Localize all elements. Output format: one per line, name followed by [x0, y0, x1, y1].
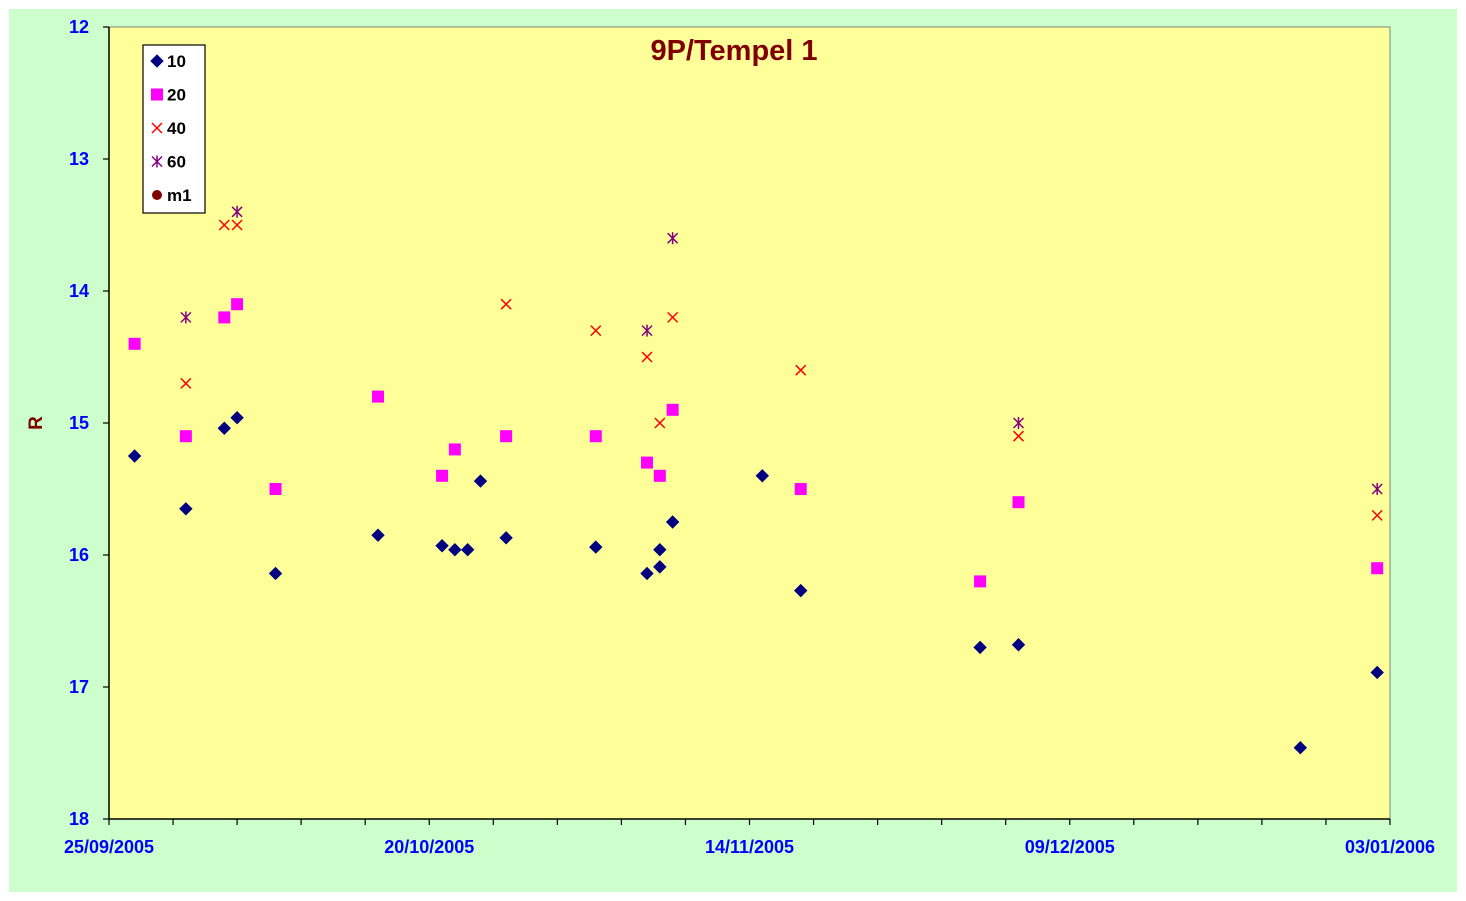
data-point	[1012, 496, 1025, 509]
legend-label: 40	[167, 119, 186, 138]
y-tick-label: 14	[69, 281, 89, 301]
data-point	[641, 324, 653, 337]
series-20	[128, 298, 1384, 588]
data-point	[1011, 638, 1026, 652]
data-point	[448, 543, 462, 557]
legend-box	[142, 44, 206, 214]
chart-title: 9P/Tempel 1	[650, 35, 817, 67]
data-point	[1370, 665, 1384, 680]
data-point	[269, 483, 282, 495]
data-point	[460, 543, 475, 557]
data-point	[436, 469, 449, 482]
data-point	[499, 531, 513, 545]
series-10	[127, 411, 1384, 755]
data-marks	[127, 205, 1384, 755]
data-point	[500, 298, 512, 310]
data-point	[217, 421, 231, 435]
data-point	[1012, 430, 1025, 442]
data-point	[755, 469, 770, 483]
legend-marker	[151, 155, 163, 168]
data-point	[268, 566, 283, 581]
data-point	[128, 337, 141, 350]
data-point	[435, 539, 449, 553]
y-tick-label: 13	[69, 149, 89, 169]
data-point	[372, 390, 385, 403]
y-tick-label: 12	[69, 17, 89, 37]
legend-item: 10	[150, 52, 186, 71]
data-point	[500, 430, 513, 443]
axes	[103, 26, 1391, 825]
x-tick-label: 25/09/2005	[64, 837, 154, 857]
y-axis-label: R	[26, 416, 47, 430]
data-point	[640, 566, 654, 581]
tick-labels: 12 13 14 15 16 17 18 25/09/2005 20/10/2005 14/11/…	[64, 17, 1435, 857]
legend: 10 20 40 60 m1	[142, 44, 206, 214]
data-point	[230, 411, 244, 425]
data-point	[1371, 562, 1384, 575]
data-point	[371, 528, 385, 542]
legend-label: m1	[167, 186, 192, 205]
data-point	[448, 443, 461, 456]
series-40	[180, 219, 1383, 521]
data-point	[667, 311, 679, 323]
plot-area	[108, 26, 1391, 820]
y-tick-label: 18	[69, 809, 89, 829]
data-point	[653, 543, 667, 557]
data-point	[1012, 417, 1025, 429]
legend-item: 20	[151, 86, 186, 105]
data-point	[641, 351, 653, 363]
data-point	[1293, 741, 1308, 755]
data-point	[653, 560, 667, 574]
y-tick-label: 15	[69, 413, 89, 433]
x-tick-label: 20/10/2005	[384, 837, 474, 857]
data-point	[795, 364, 807, 376]
legend-item: 40	[151, 119, 186, 138]
data-point	[973, 640, 987, 655]
legend-label: 20	[167, 86, 186, 105]
data-point	[218, 311, 231, 324]
data-point	[794, 483, 807, 495]
legend-marker	[152, 190, 162, 200]
data-point	[473, 474, 488, 488]
data-point	[794, 583, 808, 598]
x-tick-label: 14/11/2005	[705, 837, 794, 857]
y-tick-label: 16	[69, 545, 89, 565]
legend-marker	[151, 88, 163, 101]
legend-item: 60	[151, 153, 186, 172]
data-point	[666, 403, 679, 416]
series-60	[180, 205, 1383, 495]
legend-item: m1	[152, 186, 192, 205]
data-point	[1371, 509, 1383, 521]
data-point	[974, 575, 987, 588]
data-point	[231, 298, 244, 311]
data-point	[654, 417, 666, 429]
data-point	[589, 540, 603, 554]
legend-marker	[151, 122, 163, 134]
data-point	[653, 469, 666, 482]
data-point	[179, 430, 192, 443]
data-point	[667, 232, 679, 245]
data-point	[589, 430, 602, 443]
data-point	[1371, 483, 1383, 495]
data-point	[590, 325, 602, 337]
legend-marker	[150, 54, 164, 68]
data-point	[665, 515, 680, 529]
legend-label: 10	[167, 52, 186, 71]
data-point	[641, 456, 654, 469]
data-point	[127, 449, 142, 463]
x-tick-label: 03/01/2006	[1345, 837, 1435, 857]
data-point	[180, 311, 192, 324]
legend-label: 60	[167, 153, 186, 172]
y-tick-label: 17	[69, 677, 89, 697]
data-point	[231, 205, 243, 218]
x-tick-label: 09/12/2005	[1025, 837, 1115, 857]
data-point	[180, 377, 192, 389]
data-point	[179, 502, 193, 516]
data-point	[231, 219, 243, 231]
data-point	[218, 219, 230, 231]
